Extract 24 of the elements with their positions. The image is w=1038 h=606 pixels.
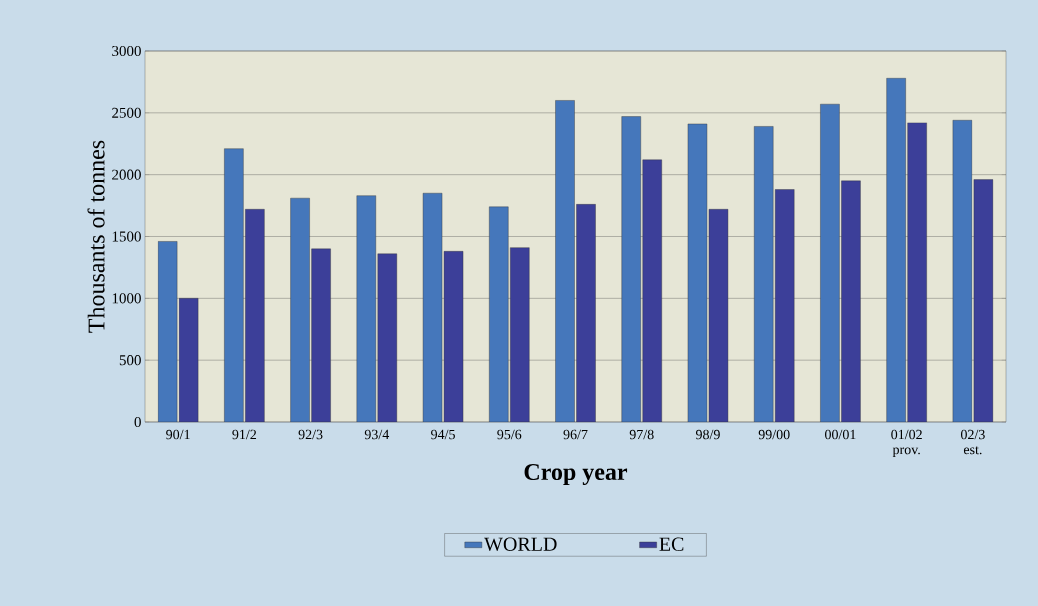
legend-label: EC — [659, 537, 684, 551]
y-tick-label: 1500 — [112, 231, 141, 242]
y-tick-label: 2000 — [112, 169, 141, 180]
x-tick-label: 90/1 — [166, 429, 190, 440]
y-tick-label: 0 — [134, 416, 141, 428]
x-tick-label: 02/3 est. — [960, 429, 985, 455]
x-axis-title: Crop year — [524, 463, 628, 486]
x-tick-label: 98/9 — [695, 429, 720, 440]
x-tick-label: 93/4 — [364, 429, 390, 440]
x-tick-label: 94/5 — [431, 429, 455, 440]
y-tick-label: 500 — [119, 355, 141, 366]
x-tick-label: 91/2 — [232, 429, 257, 440]
y-axis-title: Thousants of tonnes — [87, 140, 105, 333]
x-tick-label: 97/8 — [629, 429, 654, 440]
legend-label: WORLD — [484, 537, 557, 552]
x-tick-label: 01/02 prov. — [891, 429, 922, 458]
x-tick-label: 96/7 — [563, 429, 588, 440]
x-tick-label: 92/3 — [298, 429, 323, 440]
y-tick-label: 3000 — [112, 45, 141, 57]
x-tick-label: 95/6 — [497, 429, 522, 440]
y-tick-label: 1000 — [112, 293, 141, 304]
x-tick-label: 00/01 — [825, 429, 856, 440]
x-tick-label: 99/00 — [758, 429, 790, 440]
y-tick-label: 2500 — [112, 107, 141, 118]
